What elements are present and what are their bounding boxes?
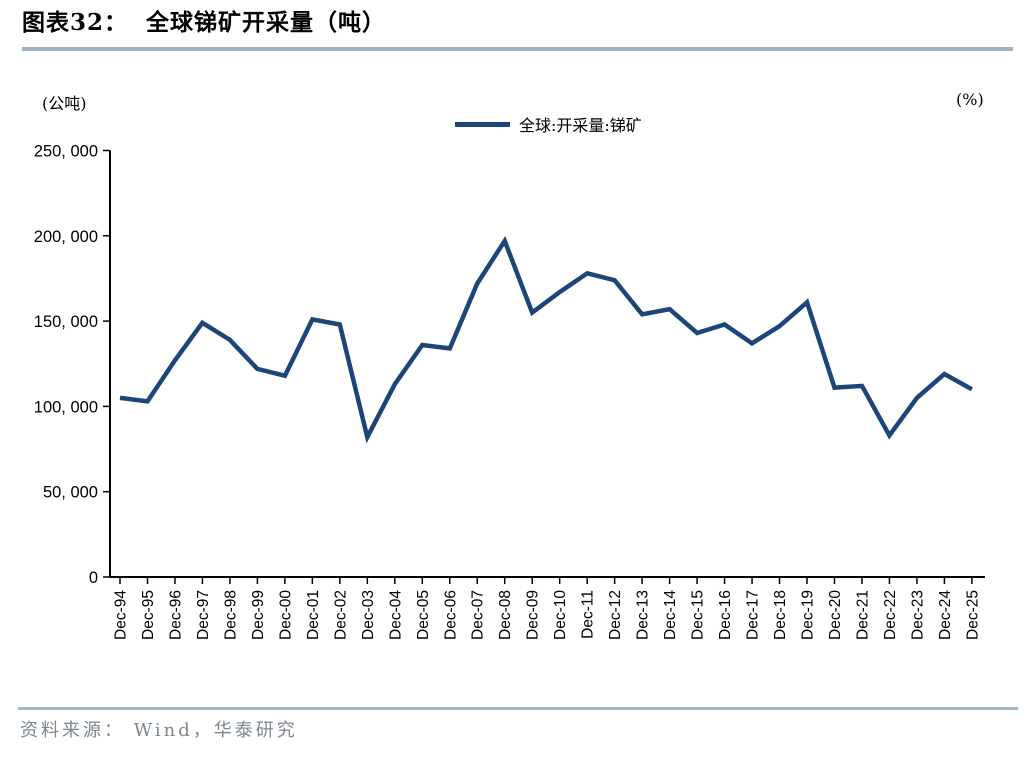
legend-series-label: 全球:开采量:锑矿 bbox=[519, 116, 642, 135]
figure-number-label: 图表32： bbox=[22, 9, 129, 36]
y-axis-tick-label: 200, 000 bbox=[34, 228, 98, 246]
y-axis-tick-label: 250, 000 bbox=[34, 143, 98, 161]
x-axis-tick-label: Dec-08 bbox=[497, 590, 514, 640]
x-axis-tick-label: Dec-24 bbox=[937, 590, 954, 640]
figure-header: 图表32： 全球锑矿开采量（吨） bbox=[22, 6, 1014, 40]
x-axis-tick-label: Dec-22 bbox=[882, 590, 899, 640]
x-axis-tick-label: Dec-14 bbox=[662, 590, 679, 640]
page-title: 图表32： 全球锑矿开采量（吨） bbox=[22, 6, 1014, 40]
y-axis-tick-label: 0 bbox=[89, 569, 98, 587]
x-axis-tick-label: Dec-20 bbox=[827, 590, 844, 640]
x-axis-tick-label: Dec-98 bbox=[222, 590, 239, 640]
y-axis-tick-label: 50, 000 bbox=[43, 484, 98, 502]
x-axis-tick-label: Dec-95 bbox=[140, 590, 157, 640]
x-axis-tick-label: Dec-94 bbox=[113, 590, 130, 640]
title-underline-rule bbox=[22, 47, 1013, 51]
left-axis-unit-label: (公吨) bbox=[42, 94, 87, 113]
x-axis-tick-label: Dec-25 bbox=[964, 590, 981, 640]
x-axis-tick-label: Dec-10 bbox=[552, 590, 569, 640]
x-axis-tick-label: Dec-05 bbox=[415, 590, 432, 640]
x-axis-tick-label: Dec-16 bbox=[717, 590, 734, 640]
x-axis-tick-label: Dec-99 bbox=[250, 590, 267, 640]
x-axis-tick-label: Dec-00 bbox=[277, 590, 294, 640]
chart-legend: 全球:开采量:锑矿 bbox=[455, 112, 642, 136]
x-axis-tick-label: Dec-01 bbox=[305, 590, 322, 640]
figure-title-text: 全球锑矿开采量（吨） bbox=[146, 9, 387, 36]
x-axis-tick-label: Dec-12 bbox=[607, 590, 624, 640]
legend-line-swatch bbox=[455, 121, 510, 127]
x-axis-tick-label: Dec-06 bbox=[442, 590, 459, 640]
y-axis-tick-label: 150, 000 bbox=[34, 313, 98, 331]
x-axis-tick-label: Dec-03 bbox=[360, 590, 377, 640]
series-line bbox=[119, 235, 973, 444]
x-axis-tick-label: Dec-02 bbox=[332, 590, 349, 640]
source-attribution: 资料来源： Wind，华泰研究 bbox=[20, 720, 298, 741]
x-axis-tick-label: Dec-19 bbox=[800, 590, 817, 640]
x-axis-tick-label: Dec-23 bbox=[909, 590, 926, 640]
x-axis-tick-label: Dec-13 bbox=[635, 590, 652, 640]
x-axis-tick-label: Dec-04 bbox=[387, 590, 404, 640]
x-axis-tick-label: Dec-11 bbox=[580, 590, 597, 639]
x-axis-tick-label: Dec-96 bbox=[167, 590, 184, 640]
footer-rule bbox=[18, 707, 1018, 710]
x-axis-tick-label: Dec-07 bbox=[470, 590, 487, 640]
x-axis-tick-label: Dec-17 bbox=[745, 590, 762, 640]
x-axis-tick-label: Dec-97 bbox=[195, 590, 212, 640]
x-axis-tick-label: Dec-18 bbox=[772, 590, 789, 640]
x-axis-tick-label: Dec-15 bbox=[690, 590, 707, 640]
right-axis-unit-label: (%) bbox=[956, 90, 984, 109]
x-axis-tick-label: Dec-09 bbox=[525, 590, 542, 640]
y-axis-tick-label: 100, 000 bbox=[34, 398, 98, 416]
x-axis-tick-label: Dec-21 bbox=[854, 590, 871, 640]
